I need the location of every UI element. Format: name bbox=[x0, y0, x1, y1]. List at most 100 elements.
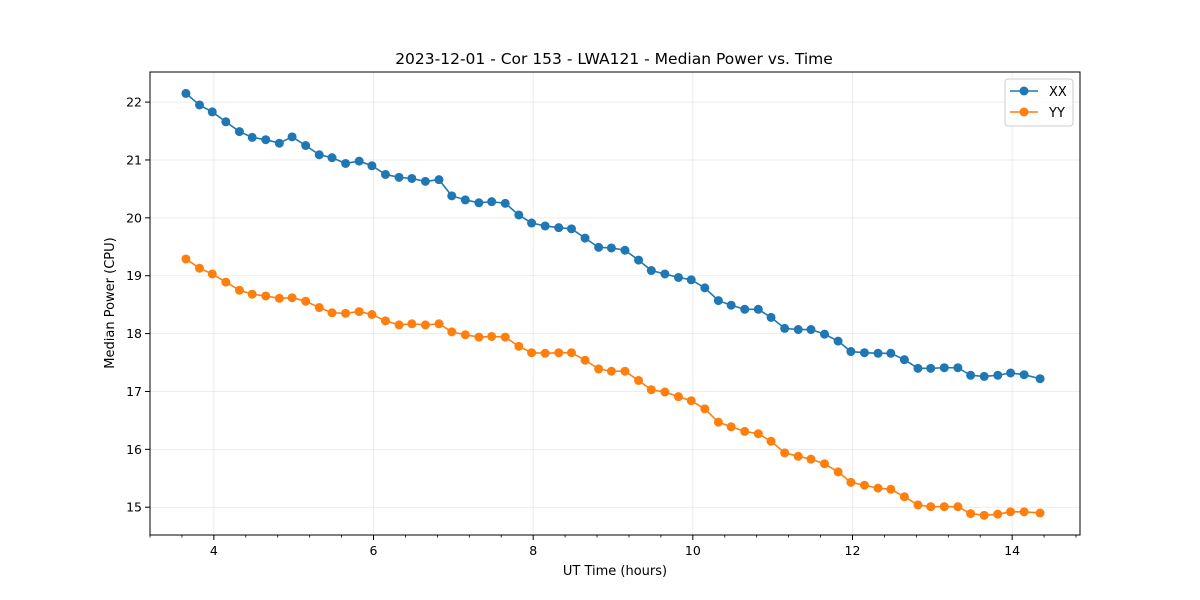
data-point-yy bbox=[926, 502, 936, 512]
data-point-xx bbox=[913, 363, 923, 373]
data-point-yy bbox=[713, 417, 723, 427]
data-point-xx bbox=[301, 141, 311, 150]
data-point-yy bbox=[566, 348, 576, 358]
data-point-yy bbox=[1006, 507, 1016, 517]
data-point-xx bbox=[274, 138, 284, 148]
data-point-xx bbox=[753, 304, 763, 314]
data-point-xx bbox=[780, 323, 790, 333]
data-point-yy bbox=[420, 320, 430, 330]
data-point-yy bbox=[634, 375, 644, 385]
series-line-xx bbox=[185, 92, 1041, 380]
data-point-yy bbox=[234, 285, 244, 295]
data-point-yy bbox=[846, 477, 856, 487]
x-tick-label: 12 bbox=[845, 543, 861, 558]
data-point-xx bbox=[514, 210, 524, 220]
data-point-xx bbox=[247, 132, 257, 142]
data-point-yy bbox=[886, 484, 896, 494]
data-point-xx bbox=[899, 355, 909, 365]
data-point-yy bbox=[407, 319, 417, 329]
data-point-yy bbox=[554, 348, 564, 358]
y-tick-label: 17 bbox=[126, 384, 142, 399]
y-tick-label: 18 bbox=[126, 326, 142, 341]
data-point-yy bbox=[620, 366, 630, 376]
legend-label-yy: YY bbox=[1048, 106, 1065, 121]
data-point-xx bbox=[713, 296, 723, 306]
x-tick-label: 10 bbox=[685, 543, 701, 558]
data-point-xx bbox=[380, 169, 390, 179]
y-tick-label: 16 bbox=[126, 442, 142, 457]
y-axis-label: Median Power (CPU) bbox=[103, 237, 118, 368]
y-tick-label: 22 bbox=[126, 95, 142, 110]
plot-frame bbox=[149, 71, 1081, 536]
data-point-xx bbox=[766, 312, 776, 322]
data-point-xx bbox=[859, 348, 869, 358]
data-point-yy bbox=[327, 308, 337, 318]
data-point-xx bbox=[460, 195, 470, 205]
axes: 4 6 8 10 12 14 15 16 17 18 19 20 21 22 bbox=[126, 95, 1077, 558]
data-point-yy bbox=[500, 332, 510, 342]
data-point-xx bbox=[420, 176, 430, 186]
data-point-xx bbox=[580, 233, 590, 243]
data-point-yy bbox=[207, 269, 217, 279]
data-point-xx bbox=[194, 100, 204, 110]
data-point-yy bbox=[261, 291, 271, 301]
data-point-yy bbox=[194, 263, 204, 273]
data-point-yy bbox=[221, 277, 231, 287]
data-point-xx bbox=[606, 243, 616, 253]
data-point-xx bbox=[540, 221, 550, 231]
data-point-xx bbox=[394, 172, 404, 182]
x-tick-label: 14 bbox=[1004, 543, 1020, 558]
data-point-yy bbox=[514, 341, 524, 351]
data-point-xx bbox=[966, 370, 976, 380]
data-point-xx bbox=[367, 161, 377, 171]
data-point-xx bbox=[726, 300, 736, 310]
data-point-yy bbox=[899, 492, 909, 502]
data-point-xx bbox=[221, 117, 231, 127]
data-point-xx bbox=[806, 325, 816, 335]
data-point-yy bbox=[606, 366, 616, 376]
data-point-yy bbox=[966, 509, 976, 519]
data-point-xx bbox=[341, 158, 351, 168]
data-point-yy bbox=[793, 451, 803, 461]
data-point-xx bbox=[207, 107, 217, 117]
data-point-xx bbox=[527, 218, 537, 228]
data-point-yy bbox=[434, 319, 444, 329]
data-point-xx bbox=[594, 242, 604, 252]
data-point-yy bbox=[673, 392, 683, 402]
data-point-yy bbox=[660, 387, 670, 397]
y-tick-label: 20 bbox=[126, 210, 142, 225]
data-point-yy bbox=[1035, 508, 1045, 518]
data-point-xx bbox=[181, 88, 191, 98]
legend-marker-yy bbox=[1019, 107, 1029, 117]
data-point-yy bbox=[979, 510, 989, 520]
data-point-yy bbox=[287, 293, 297, 303]
data-point-yy bbox=[367, 310, 377, 319]
data-point-yy bbox=[833, 467, 843, 477]
data-point-yy bbox=[806, 454, 816, 464]
data-point-yy bbox=[487, 331, 497, 341]
data-point-yy bbox=[953, 502, 963, 512]
data-point-yy bbox=[859, 480, 869, 490]
data-point-xx bbox=[327, 153, 337, 163]
data-point-xx bbox=[873, 348, 883, 358]
data-point-xx bbox=[620, 245, 630, 255]
y-tick-label: 19 bbox=[126, 268, 142, 283]
data-point-xx bbox=[487, 197, 497, 207]
data-point-yy bbox=[993, 509, 1003, 519]
data-point-yy bbox=[247, 289, 257, 299]
data-point-yy bbox=[380, 316, 390, 326]
data-point-xx bbox=[434, 175, 444, 185]
data-point-xx bbox=[953, 363, 963, 373]
data-point-xx bbox=[833, 336, 843, 346]
y-tick-label: 21 bbox=[126, 152, 142, 167]
data-point-yy bbox=[726, 422, 736, 432]
data-point-xx bbox=[686, 275, 696, 285]
data-point-xx bbox=[634, 255, 644, 265]
legend-marker-xx bbox=[1019, 86, 1029, 96]
data-point-xx bbox=[1006, 368, 1016, 378]
data-point-xx bbox=[846, 347, 856, 357]
data-point-xx bbox=[354, 156, 364, 166]
data-point-xx bbox=[939, 363, 949, 373]
data-point-xx bbox=[793, 325, 803, 335]
